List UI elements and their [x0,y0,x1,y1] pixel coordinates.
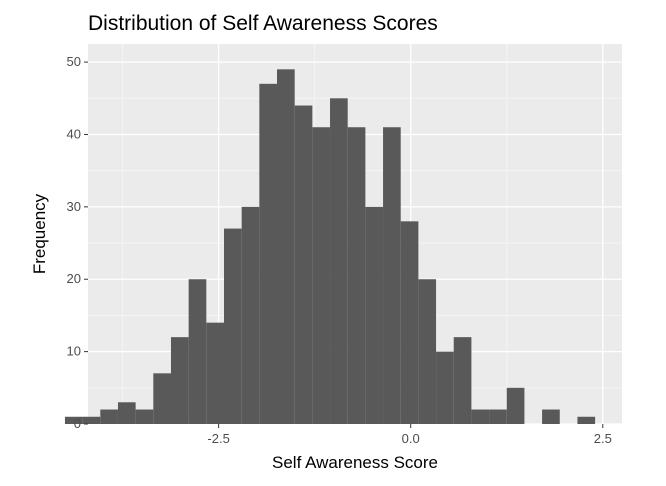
y-axis: 0 10 20 30 40 50 [67,54,88,431]
histogram-bar [294,105,313,425]
y-tick-label: 0 [74,416,81,431]
x-axis: -2.5 0.0 2.5 [207,424,612,446]
histogram-bar [347,127,366,424]
histogram-bar [436,351,454,424]
y-tick-label: 40 [67,126,81,141]
histogram-bar [330,98,348,425]
histogram-bar [577,416,596,424]
x-tick-label: 0.0 [402,431,420,446]
histogram-bar [117,402,136,424]
histogram-bar [312,127,331,424]
histogram-bar [241,206,260,424]
histogram-bar [277,69,295,424]
histogram-bar [170,337,189,424]
y-tick-label: 10 [67,344,81,359]
histogram-bar [135,409,154,424]
histogram-bar [259,83,278,425]
histogram-bar [453,337,472,424]
histogram-bar [365,206,384,424]
histogram-bar [489,409,507,424]
histogram-bar [383,127,401,424]
x-axis-title: Self Awareness Score [272,453,438,472]
chart-title: Distribution of Self Awareness Scores [88,12,438,35]
histogram-bar [64,416,83,424]
y-axis-title: Frequency [30,193,49,274]
histogram-bar [100,409,118,424]
y-tick-label: 20 [67,271,81,286]
histogram-bar [418,279,437,424]
histogram-bar [206,322,224,424]
x-tick-label: 2.5 [594,431,612,446]
histogram-bar [82,416,101,424]
histogram-bar [188,279,207,424]
histogram-bar [153,373,171,424]
histogram-bars [64,69,596,425]
histogram-bar [506,387,525,424]
histogram-bar [471,409,490,424]
y-tick-label: 50 [67,54,81,69]
y-tick-label: 30 [67,199,81,214]
histogram-bar [400,221,419,424]
histogram-bar [223,228,242,424]
histogram-bar [542,409,560,424]
x-tick-label: -2.5 [207,431,229,446]
